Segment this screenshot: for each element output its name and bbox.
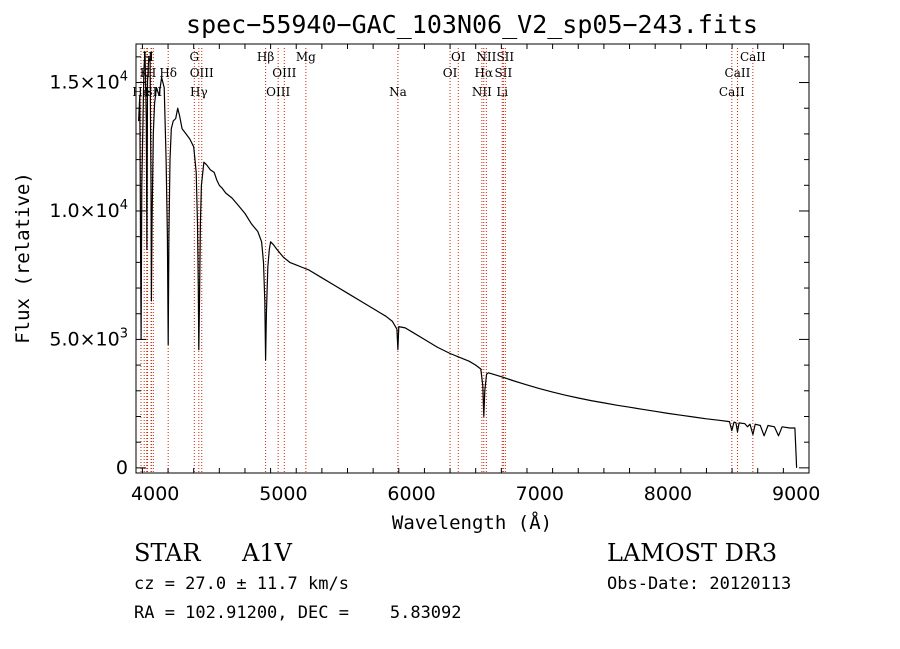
y-tick-mantissa-15000: 1.5×10 xyxy=(49,72,119,94)
spectral-line-label-1: K xyxy=(140,66,150,80)
x-tick-label-7000: 7000 xyxy=(516,483,564,505)
spectral-line-label-20: NII xyxy=(476,50,496,64)
y-tick-label-0: 0 xyxy=(116,457,128,479)
spectral-line-label-6: SII xyxy=(144,85,162,99)
spectral-line-label-5: I xyxy=(149,50,154,64)
spectral-line-label-7: Hδ xyxy=(159,66,177,80)
spectral-line-label-14: Mg xyxy=(296,50,316,64)
plot-frame xyxy=(135,43,810,474)
spectral-line-label-3: H xyxy=(142,50,152,64)
y-tick-mantissa-0: 0 xyxy=(116,457,128,479)
spectral-line-label-24: CaII xyxy=(719,85,745,99)
spectral-line-label-15: Na xyxy=(389,85,407,99)
spectral-line-label-10: OIII xyxy=(190,66,214,80)
y-tick-label-10000: 1.0×104 xyxy=(49,198,128,222)
survey-name: LAMOST DR3 xyxy=(607,539,778,567)
x-tick-label-4000: 4000 xyxy=(131,483,179,505)
y-tick-mantissa-10000: 1.0×10 xyxy=(49,200,119,222)
spectral-line-label-18: NII xyxy=(472,85,492,99)
y-tick-exponent-15000: 4 xyxy=(120,70,128,85)
x-tick-label-5000: 5000 xyxy=(259,483,307,505)
y-axis-title: Flux (relative) xyxy=(12,172,34,344)
redshift-text: cz = 27.0 ± 11.7 km/s xyxy=(134,574,349,594)
spectral-line-label-21: Li xyxy=(496,85,508,99)
x-tick-label-9000: 9000 xyxy=(772,483,820,505)
object-subclass: A1V xyxy=(242,539,292,567)
spectral-line-label-25: CaII xyxy=(725,66,751,80)
chart-title: spec−55940−GAC_103N06_V2_sp05−243.fits xyxy=(186,10,758,39)
spectral-line-label-17: OI xyxy=(451,50,466,64)
spectral-line-label-9: Hγ xyxy=(190,85,208,99)
x-tick-label-8000: 8000 xyxy=(644,483,692,505)
object-class: STAR xyxy=(134,539,201,567)
y-tick-exponent-5000: 3 xyxy=(120,326,128,341)
spectral-line-label-8: G xyxy=(190,50,200,64)
x-axis-title: Wavelength (Å) xyxy=(392,511,552,534)
coordinates-text: RA = 102.91200, DEC = 5.83092 xyxy=(134,603,462,623)
spectral-line-label-13: OIII xyxy=(272,66,296,80)
ticks-layer: 4000 5000 6000 7000 8000 900005.0×1031.0×1041… xyxy=(49,44,820,505)
spectral-line-label-12: OIII xyxy=(266,85,290,99)
spectral-line-label-23: SII xyxy=(496,50,514,64)
spectral-lines-layer: HeKIHHISIIHδGHγOIIIHβOIIIOIIIMgNaOIOINII… xyxy=(132,48,766,473)
spectral-line-label-19: Hα xyxy=(474,66,493,80)
x-tick-label-6000: 6000 xyxy=(387,483,435,505)
y-tick-exponent-10000: 4 xyxy=(120,198,128,213)
series-line-spectrum xyxy=(138,51,798,468)
spectral-line-label-22: SII xyxy=(495,66,513,80)
spectral-line-label-26: CaII xyxy=(740,50,766,64)
spectral-line-label-16: OI xyxy=(443,66,458,80)
spectral-line-label-11: Hβ xyxy=(257,50,274,64)
obs-date-text: Obs-Date: 20120113 xyxy=(607,574,792,594)
y-tick-mantissa-5000: 5.0×10 xyxy=(49,328,119,350)
y-tick-label-5000: 5.0×103 xyxy=(49,326,128,350)
y-tick-label-15000: 1.5×104 xyxy=(49,70,128,94)
series-layer xyxy=(138,51,798,468)
